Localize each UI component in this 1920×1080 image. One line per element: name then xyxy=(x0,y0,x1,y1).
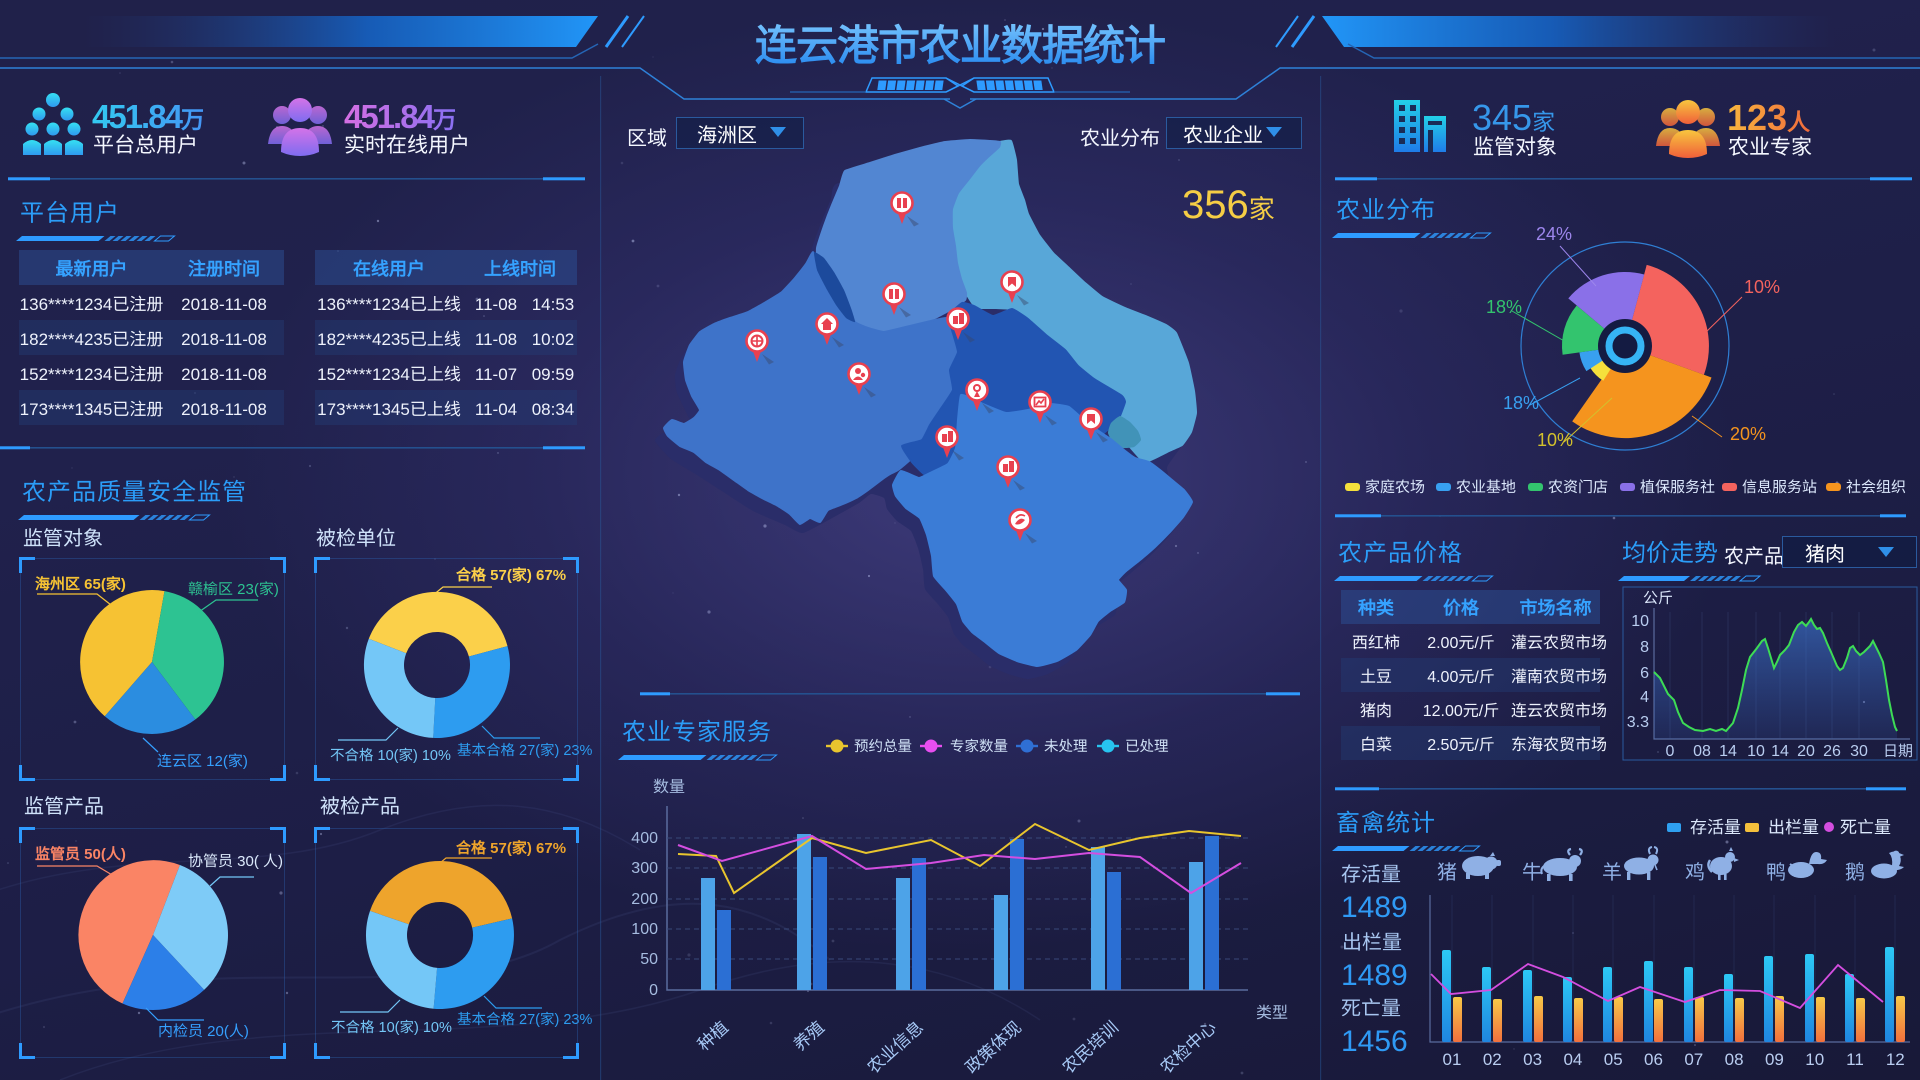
svg-text:数量: 数量 xyxy=(653,773,685,797)
svg-text:12: 12 xyxy=(1886,1045,1905,1070)
svg-text:鸡: 鸡 xyxy=(1685,856,1705,885)
svg-text:08: 08 xyxy=(1725,1045,1744,1070)
svg-text:日期: 日期 xyxy=(1883,740,1913,761)
svg-text:18%: 18% xyxy=(1486,293,1522,319)
svg-text:死亡量: 死亡量 xyxy=(1840,813,1891,838)
svg-text:连云区 12(家): 连云区 12(家) xyxy=(157,750,248,771)
svg-text:05: 05 xyxy=(1604,1045,1623,1070)
svg-text:09: 09 xyxy=(1765,1045,1784,1070)
svg-text:鹅: 鹅 xyxy=(1845,856,1865,885)
svg-text:合格 57(家) 67%: 合格 57(家) 67% xyxy=(456,837,566,858)
svg-text:监管员 50(人): 监管员 50(人) xyxy=(35,843,126,864)
svg-text:海州区 65(家): 海州区 65(家) xyxy=(35,573,126,594)
svg-text:出栏量: 出栏量 xyxy=(1768,813,1819,838)
svg-text:300: 300 xyxy=(631,854,658,878)
svg-text:10%: 10% xyxy=(1744,273,1780,299)
svg-text:不合格 10(家) 10%: 不合格 10(家) 10% xyxy=(330,744,451,765)
svg-text:存活量: 存活量 xyxy=(1690,813,1741,838)
svg-text:预约总量: 预约总量 xyxy=(854,735,912,756)
svg-text:20%: 20% xyxy=(1730,420,1766,446)
svg-text:10: 10 xyxy=(1631,607,1649,631)
svg-text:08: 08 xyxy=(1693,737,1711,761)
svg-text:专家数量: 专家数量 xyxy=(950,735,1008,756)
svg-text:07: 07 xyxy=(1684,1045,1703,1070)
svg-text:合格 57(家) 67%: 合格 57(家) 67% xyxy=(456,564,566,585)
svg-text:04: 04 xyxy=(1563,1045,1582,1070)
svg-text:400: 400 xyxy=(631,824,658,848)
svg-text:基本合格 27(家) 23%: 基本合格 27(家) 23% xyxy=(457,739,592,760)
svg-text:已处理: 已处理 xyxy=(1125,735,1169,756)
svg-text:信息服务站: 信息服务站 xyxy=(1742,476,1817,497)
svg-text:10: 10 xyxy=(1747,737,1765,761)
svg-text:3.3: 3.3 xyxy=(1627,708,1649,732)
svg-text:18%: 18% xyxy=(1503,389,1539,415)
svg-text:猪: 猪 xyxy=(1437,856,1457,885)
svg-text:未处理: 未处理 xyxy=(1044,735,1088,756)
svg-text:羊: 羊 xyxy=(1602,856,1622,885)
svg-text:协管员 30( 人): 协管员 30( 人) xyxy=(188,850,283,871)
svg-text:家庭农场: 家庭农场 xyxy=(1365,476,1425,497)
svg-text:10: 10 xyxy=(1805,1045,1824,1070)
svg-text:24%: 24% xyxy=(1536,220,1572,246)
svg-text:赣榆区 23(家): 赣榆区 23(家) xyxy=(188,578,279,599)
svg-text:4: 4 xyxy=(1640,683,1649,707)
svg-text:06: 06 xyxy=(1644,1045,1663,1070)
svg-text:20: 20 xyxy=(1797,737,1815,761)
svg-text:基本合格 27(家) 23%: 基本合格 27(家) 23% xyxy=(457,1008,592,1029)
svg-text:公斤: 公斤 xyxy=(1643,587,1673,608)
svg-text:植保服务社: 植保服务社 xyxy=(1640,476,1715,497)
svg-text:鸭: 鸭 xyxy=(1766,856,1786,885)
svg-text:0: 0 xyxy=(1666,737,1675,761)
svg-text:50: 50 xyxy=(640,945,658,969)
svg-text:02: 02 xyxy=(1483,1045,1502,1070)
svg-text:200: 200 xyxy=(631,885,658,909)
svg-text:农业基地: 农业基地 xyxy=(1456,476,1516,497)
svg-text:8: 8 xyxy=(1640,633,1649,657)
svg-text:01: 01 xyxy=(1443,1045,1462,1070)
svg-text:社会组织: 社会组织 xyxy=(1846,476,1906,497)
svg-text:26: 26 xyxy=(1823,737,1841,761)
svg-text:03: 03 xyxy=(1523,1045,1542,1070)
svg-text:30: 30 xyxy=(1850,737,1868,761)
svg-text:11: 11 xyxy=(1846,1045,1864,1070)
svg-text:不合格 10(家) 10%: 不合格 10(家) 10% xyxy=(331,1016,452,1037)
svg-text:农资门店: 农资门店 xyxy=(1548,476,1608,497)
svg-text:6: 6 xyxy=(1640,659,1649,683)
svg-text:0: 0 xyxy=(649,976,658,1000)
svg-text:100: 100 xyxy=(631,915,658,939)
svg-text:14: 14 xyxy=(1771,737,1789,761)
svg-text:14: 14 xyxy=(1719,737,1737,761)
svg-text:内检员 20(人): 内检员 20(人) xyxy=(158,1020,249,1041)
svg-text:类型: 类型 xyxy=(1256,999,1288,1023)
svg-text:牛: 牛 xyxy=(1522,856,1542,885)
